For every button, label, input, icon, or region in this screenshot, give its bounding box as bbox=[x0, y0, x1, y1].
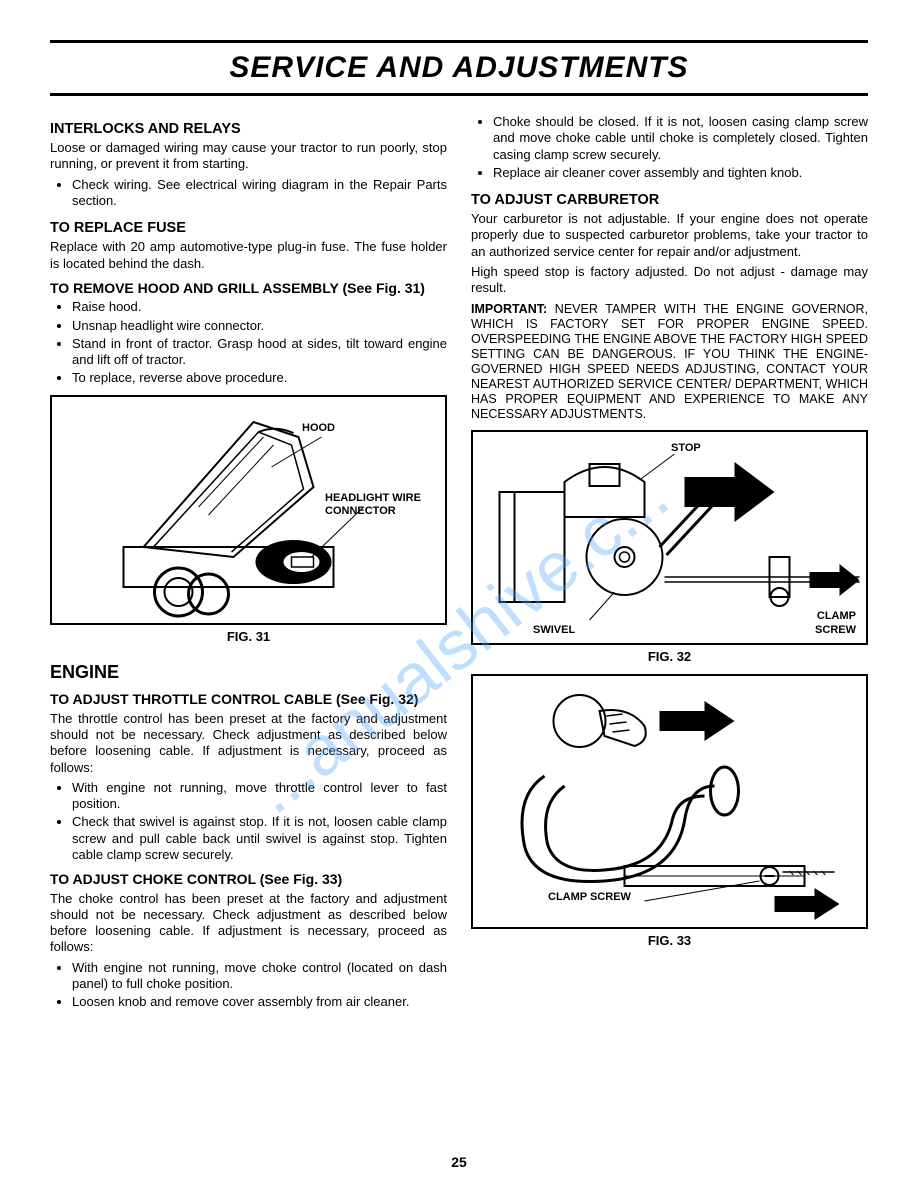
list-item: Unsnap headlight wire connector. bbox=[72, 318, 447, 334]
para-throttle: The throttle control has been preset at … bbox=[50, 711, 447, 776]
list-item: To replace, reverse above procedure. bbox=[72, 370, 447, 386]
fig32-label-clamp: CLAMP SCREW bbox=[796, 610, 856, 638]
fig32-label-stop: STOP bbox=[671, 442, 701, 456]
page-title: SERVICE AND ADJUSTMENTS bbox=[50, 51, 868, 85]
para-interlocks: Loose or damaged wiring may cause your t… bbox=[50, 140, 447, 173]
fig33-label-clamp: CLAMP SCREW bbox=[548, 891, 631, 905]
list-item: With engine not running, move throttle c… bbox=[72, 780, 447, 813]
list-item: Stand in front of tractor. Grasp hood at… bbox=[72, 336, 447, 369]
important-text: NEVER TAMPER WITH THE ENGINE GOVERNOR, W… bbox=[471, 302, 868, 421]
heading-hood: TO REMOVE HOOD AND GRILL ASSEMBLY (See F… bbox=[50, 280, 447, 298]
figure-32: STOP SWIVEL CLAMP SCREW bbox=[471, 430, 868, 645]
important-note: IMPORTANT: NEVER TAMPER WITH THE ENGINE … bbox=[471, 302, 868, 422]
fig32-label-swivel: SWIVEL bbox=[533, 624, 575, 638]
heading-carb: TO ADJUST CARBURETOR bbox=[471, 191, 868, 209]
list-item: Raise hood. bbox=[72, 299, 447, 315]
heading-engine: ENGINE bbox=[50, 661, 447, 684]
fig31-label-connector: HEADLIGHT WIRE CONNECTOR bbox=[325, 492, 435, 520]
para-fuse: Replace with 20 amp automotive-type plug… bbox=[50, 239, 447, 272]
para-choke: The choke control has been preset at the… bbox=[50, 891, 447, 956]
left-column: INTERLOCKS AND RELAYS Loose or damaged w… bbox=[50, 110, 447, 1016]
para-carb-2: High speed stop is factory adjusted. Do … bbox=[471, 264, 868, 297]
heading-interlocks: INTERLOCKS AND RELAYS bbox=[50, 120, 447, 138]
list-item: With engine not running, move choke cont… bbox=[72, 960, 447, 993]
para-carb-1: Your carburetor is not adjustable. If yo… bbox=[471, 211, 868, 260]
important-label: IMPORTANT: bbox=[471, 302, 547, 316]
heading-fuse: TO REPLACE FUSE bbox=[50, 219, 447, 237]
fig31-label-hood: HOOD bbox=[302, 422, 335, 436]
list-item: Loosen knob and remove cover assembly fr… bbox=[72, 994, 447, 1010]
heading-choke: TO ADJUST CHOKE CONTROL (See Fig. 33) bbox=[50, 871, 447, 889]
list-item: Choke should be closed. If it is not, lo… bbox=[493, 114, 868, 163]
right-column: Choke should be closed. If it is not, lo… bbox=[471, 110, 868, 1016]
page-number: 25 bbox=[0, 1154, 918, 1170]
figure-31: HOOD HEADLIGHT WIRE CONNECTOR bbox=[50, 395, 447, 625]
list-item: Replace air cleaner cover assembly and t… bbox=[493, 165, 868, 181]
fig31-caption: FIG. 31 bbox=[50, 629, 447, 645]
fig32-caption: FIG. 32 bbox=[471, 649, 868, 665]
figure-33: CLAMP SCREW bbox=[471, 674, 868, 929]
list-item: Check that swivel is against stop. If it… bbox=[72, 814, 447, 863]
heading-throttle: TO ADJUST THROTTLE CONTROL CABLE (See Fi… bbox=[50, 691, 447, 709]
fig33-caption: FIG. 33 bbox=[471, 933, 868, 949]
list-item: Check wiring. See electrical wiring diag… bbox=[72, 177, 447, 210]
